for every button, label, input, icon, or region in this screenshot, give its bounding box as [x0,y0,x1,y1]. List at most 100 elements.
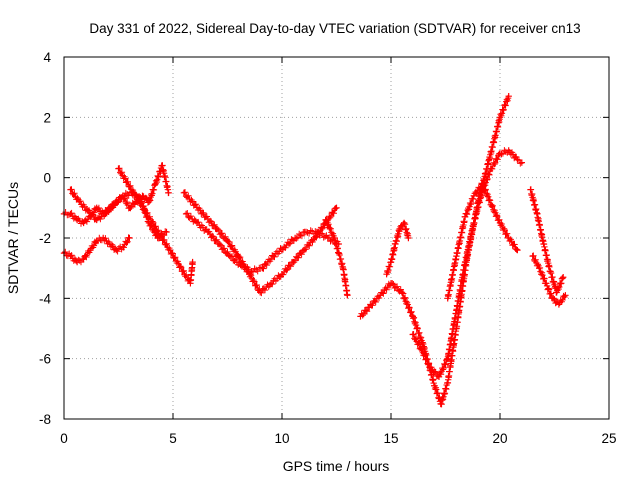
data-point [193,219,201,227]
data-point [514,246,521,254]
series-isolated-points [115,165,196,287]
data-point [409,331,416,338]
y-tick-label: 0 [43,171,51,186]
series-arc-e [182,210,342,276]
data-point [119,243,127,251]
data-point [536,265,543,272]
data-point [555,301,563,308]
data-point [213,225,220,233]
data-point [461,213,469,221]
data-point [549,295,556,302]
series-arc-h [383,219,412,278]
data-point [437,400,445,408]
data-point [331,234,338,242]
data-point [505,234,512,242]
data-point [431,382,438,389]
data-point [226,252,233,260]
y-tick-label: 2 [43,110,51,125]
data-point [470,192,477,199]
data-point [527,186,534,193]
data-point [300,246,307,254]
data-point [366,304,373,311]
data-point [100,234,107,242]
data-point [291,234,299,242]
plot-frame [63,56,610,420]
data-point [400,219,408,227]
data-point [376,292,384,299]
data-point [191,201,198,208]
data-point [533,210,541,218]
data-point [73,258,81,266]
x-axis-label: GPS time / hours [283,458,390,474]
y-tick-label: -4 [39,291,51,306]
data-point [180,189,188,196]
series-arc-f [322,216,351,299]
data-point [333,204,340,211]
data-point [278,271,286,278]
data-point [496,114,504,121]
series-arc-d [180,189,340,297]
data-point [562,292,569,299]
series-arc-j [444,180,521,302]
data-point [202,213,209,221]
data-point [444,295,451,302]
data-point [553,289,560,296]
y-tick-label: 4 [43,50,51,65]
data-point [546,268,554,275]
data-point [488,201,495,208]
data-point [126,234,133,242]
data-point [126,204,133,211]
series-arc-b [60,234,133,266]
data-point [387,258,395,266]
data-point [392,240,399,248]
data-point [248,268,255,275]
data-point [444,379,451,386]
x-tick-label: 15 [383,431,398,446]
data-point [479,180,486,187]
data-point [453,307,460,314]
data-point [357,313,364,320]
data-point [67,186,74,193]
data-point [182,210,190,218]
data-point [311,234,318,242]
data-point [67,210,74,218]
data-point [93,204,100,211]
data-point [518,159,525,166]
data-point [165,189,172,196]
data-point [87,246,94,254]
data-point [427,364,434,371]
data-point [405,234,412,242]
series-arc-l [529,252,569,308]
data-point [281,243,288,251]
data-point [505,147,512,154]
data-point [145,198,153,205]
data-point [259,265,266,272]
x-tick-label: 20 [492,431,507,446]
data-point [418,346,425,353]
data-point [461,258,469,266]
data-point [237,261,244,269]
data-point [339,265,347,272]
data-point [204,228,212,236]
data-point [396,225,403,233]
x-tick-label: 5 [169,431,177,446]
data-point [189,258,196,266]
data-point [119,192,127,199]
data-point [80,255,87,263]
data-point [152,180,159,187]
data-point [113,246,120,254]
data-point [540,240,547,248]
data-point [267,280,275,287]
data-point [488,165,495,172]
data-point [163,228,170,236]
data-point [470,219,477,227]
data-point [335,249,342,257]
x-tick-label: 0 [60,431,68,446]
data-point [106,240,113,248]
data-point [110,201,118,208]
data-point [84,207,92,214]
data-point [215,240,222,248]
data-point [529,252,536,260]
y-tick-label: -8 [39,412,51,427]
